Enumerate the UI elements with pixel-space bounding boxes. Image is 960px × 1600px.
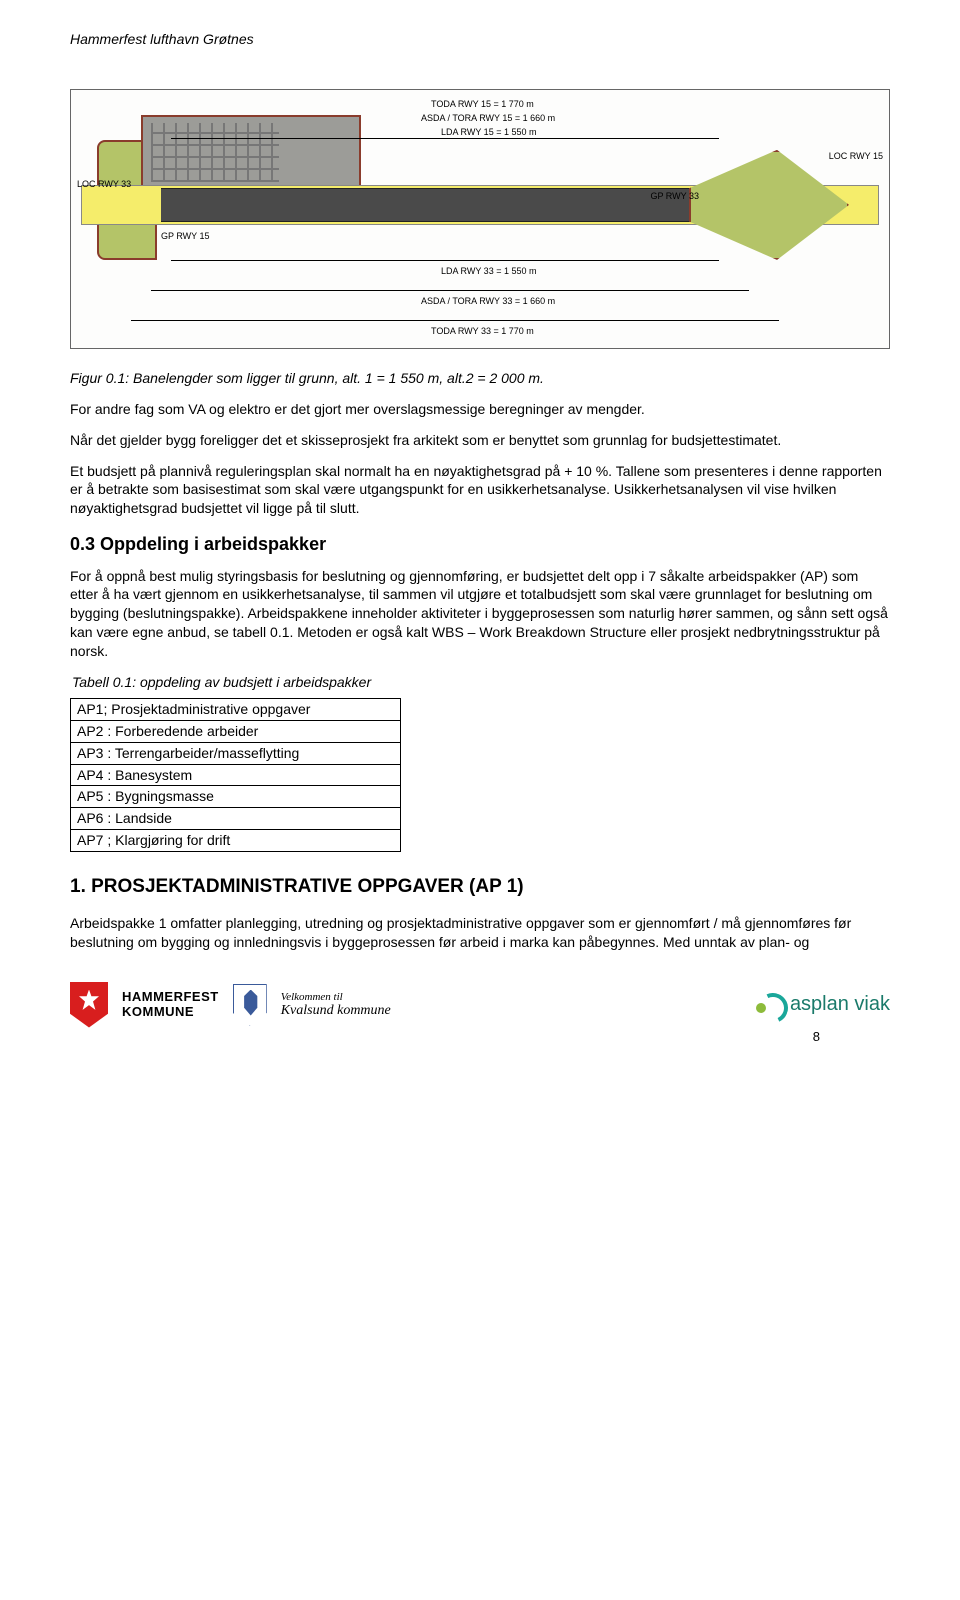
runway-figure: TODA RWY 15 = 1 770 m ASDA / TORA RWY 15… [70,89,890,349]
asplan-viak-logo: asplan viak [756,991,890,1019]
paragraph-2: Når det gjelder bygg foreligger det et s… [70,431,890,450]
fig-label-gp15: GP RWY 15 [161,230,210,242]
fig-label-toda15: TODA RWY 15 = 1 770 m [431,98,534,110]
paragraph-4: For å oppnå best mulig styringsbasis for… [70,567,890,661]
asplan-mark-icon [756,991,784,1019]
kvalsund-shield-icon [233,984,267,1026]
hammerfest-kommune-label: HAMMERFEST KOMMUNE [122,990,219,1019]
fig-label-lda33: LDA RWY 33 = 1 550 m [441,265,536,277]
fig-label-loc15: LOC RWY 15 [829,150,883,162]
section-1-heading: 1. PROSJEKTADMINISTRATIVE OPPGAVER (AP 1… [70,874,890,900]
table-row: AP2 : Forberedende arbeider [71,720,401,742]
fig-label-asda15: ASDA / TORA RWY 15 = 1 660 m [421,112,555,124]
paragraph-3: Et budsjett på plannivå reguleringsplan … [70,462,890,519]
fig-label-asda33: ASDA / TORA RWY 33 = 1 660 m [421,295,555,307]
table-row: AP1; Prosjektadministrative oppgaver [71,698,401,720]
table-caption: Tabell 0.1: oppdeling av budsjett i arbe… [72,673,890,692]
table-row: AP6 : Landside [71,808,401,830]
table-row: AP3 : Terrengarbeider/masseflytting [71,742,401,764]
figure-caption: Figur 0.1: Banelengder som ligger til gr… [70,369,890,388]
fig-label-toda33: TODA RWY 33 = 1 770 m [431,325,534,337]
doc-header: Hammerfest lufthavn Grøtnes [70,30,890,49]
fig-label-gp33: GP RWY 33 [650,190,699,202]
section-0-3-heading: 0.3 Oppdeling i arbeidspakker [70,532,890,556]
hammerfest-shield-icon [70,982,108,1028]
fig-label-lda15: LDA RWY 15 = 1 550 m [441,126,536,138]
table-row: AP4 : Banesystem [71,764,401,786]
table-row: AP7 ; Klargjøring for drift [71,830,401,852]
fig-label-loc33: LOC RWY 33 [77,178,131,190]
page-number: 8 [813,1028,820,1046]
paragraph-1: For andre fag som VA og elektro er det g… [70,400,890,419]
page-footer: HAMMERFEST KOMMUNE Velkommen til Kvalsun… [70,982,890,1028]
kvalsund-kommune-label: Velkommen til Kvalsund kommune [281,991,391,1018]
table-row: AP5 : Bygningsmasse [71,786,401,808]
work-package-table: AP1; Prosjektadministrative oppgaver AP2… [70,698,401,852]
paragraph-5: Arbeidspakke 1 omfatter planlegging, utr… [70,914,890,952]
